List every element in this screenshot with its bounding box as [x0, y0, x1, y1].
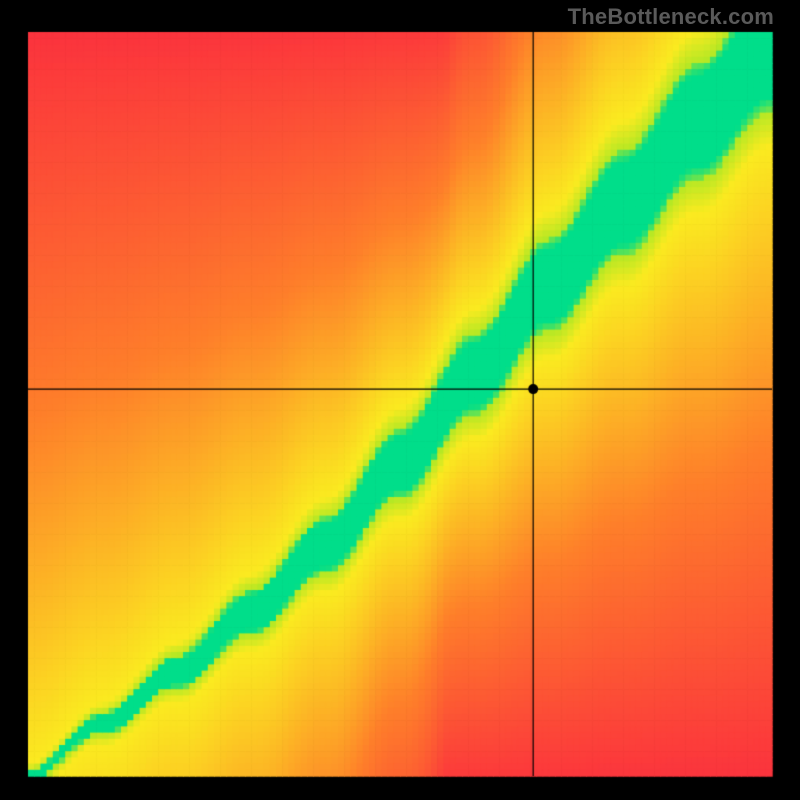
chart-container: TheBottleneck.com — [0, 0, 800, 800]
watermark-text: TheBottleneck.com — [568, 4, 774, 30]
bottleneck-heatmap — [0, 0, 800, 800]
